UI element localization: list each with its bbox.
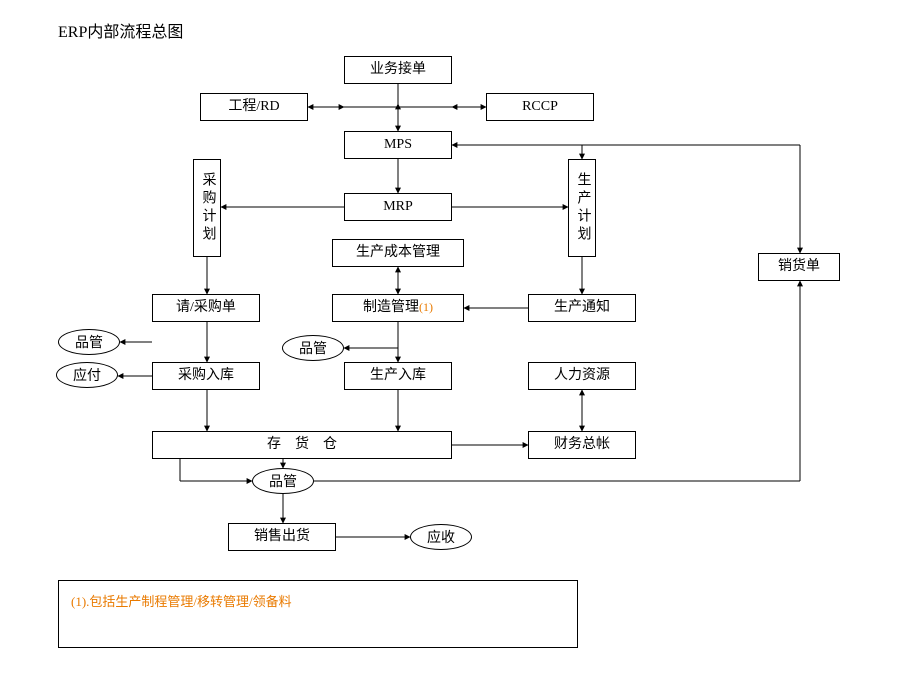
diagram-title: ERP内部流程总图 xyxy=(58,18,183,42)
node-label: 生产成本管理 xyxy=(356,244,440,263)
footnote-text: (1).包括生产制程管理/移转管理/领备料 xyxy=(71,594,292,609)
node-sales-ship: 销售出货 xyxy=(228,523,336,551)
diagram-canvas: ERP内部流程总图 xyxy=(0,0,920,690)
node-qc1: 品管 xyxy=(58,329,120,355)
node-label: 业务接单 xyxy=(370,61,426,80)
node-inventory: 存 货 仓 xyxy=(152,431,452,459)
node-qc3: 品管 xyxy=(252,468,314,494)
node-label: 销货单 xyxy=(778,258,820,277)
node-label: RCCP xyxy=(522,98,558,117)
node-label: 制造管理(1) xyxy=(363,299,433,318)
node-label: 请/采购单 xyxy=(176,299,236,318)
node-label: 品管 xyxy=(299,338,327,358)
node-ar: 应收 xyxy=(410,524,472,550)
node-label: 品管 xyxy=(75,332,103,352)
node-label: 生产入库 xyxy=(370,367,426,386)
node-label: MPS xyxy=(384,136,412,155)
node-gl: 财务总帐 xyxy=(528,431,636,459)
node-label: 财务总帐 xyxy=(554,436,610,455)
footnote-box: (1).包括生产制程管理/移转管理/领备料 xyxy=(58,580,578,648)
node-mrp: MRP xyxy=(344,193,452,221)
node-qc2: 品管 xyxy=(282,335,344,361)
node-label: 人力资源 xyxy=(554,367,610,386)
node-label: 生产计划 xyxy=(573,172,592,244)
node-prod-in: 生产入库 xyxy=(344,362,452,390)
node-prod-cost: 生产成本管理 xyxy=(332,239,464,267)
node-sales-order: 销货单 xyxy=(758,253,840,281)
node-label: MRP xyxy=(383,198,413,217)
node-mps: MPS xyxy=(344,131,452,159)
node-label: 品管 xyxy=(269,471,297,491)
node-label: 应收 xyxy=(427,527,455,547)
node-rccp: RCCP xyxy=(486,93,594,121)
node-mfg-mgmt: 制造管理(1) xyxy=(332,294,464,322)
node-prod-plan: 生产计划 xyxy=(568,159,596,257)
mfg-mgmt-text: 制造管理 xyxy=(363,300,419,315)
node-purchase-plan: 采购计划 xyxy=(193,159,221,257)
node-label: 采购计划 xyxy=(198,172,217,244)
node-hr: 人力资源 xyxy=(528,362,636,390)
node-eng-rd: 工程/RD xyxy=(200,93,308,121)
node-label: 生产通知 xyxy=(554,299,610,318)
node-biz-order: 业务接单 xyxy=(344,56,452,84)
node-req-po: 请/采购单 xyxy=(152,294,260,322)
node-label: 销售出货 xyxy=(254,528,310,547)
node-ap: 应付 xyxy=(56,362,118,388)
node-label: 存 货 仓 xyxy=(267,436,337,455)
node-label: 应付 xyxy=(73,365,101,385)
mfg-mgmt-sup: (1) xyxy=(419,300,433,314)
node-purchase-in: 采购入库 xyxy=(152,362,260,390)
node-label: 工程/RD xyxy=(228,98,279,117)
node-prod-notice: 生产通知 xyxy=(528,294,636,322)
node-label: 采购入库 xyxy=(178,367,234,386)
